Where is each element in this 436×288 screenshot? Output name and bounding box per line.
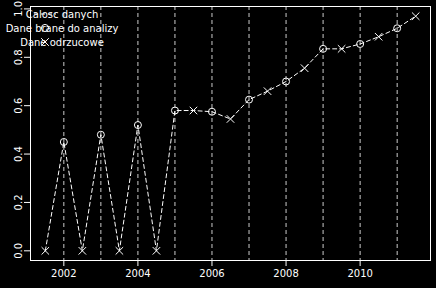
svg-text:2002: 2002 (51, 268, 76, 279)
svg-text:0.0: 0.0 (13, 243, 24, 259)
svg-text:Dane odrzucowe: Dane odrzucowe (20, 37, 104, 48)
svg-text:2008: 2008 (273, 268, 298, 279)
svg-text:Calosc danych: Calosc danych (26, 9, 98, 20)
svg-text:1.0: 1.0 (13, 1, 24, 17)
svg-text:2006: 2006 (199, 268, 224, 279)
svg-text:Dane brane do analizy: Dane brane do analizy (6, 23, 119, 34)
svg-text:0.4: 0.4 (13, 146, 24, 162)
svg-text:2004: 2004 (125, 268, 150, 279)
svg-text:0.8: 0.8 (13, 49, 24, 65)
svg-text:0.6: 0.6 (13, 98, 24, 114)
svg-text:2010: 2010 (347, 268, 372, 279)
svg-text:0.2: 0.2 (13, 194, 24, 210)
